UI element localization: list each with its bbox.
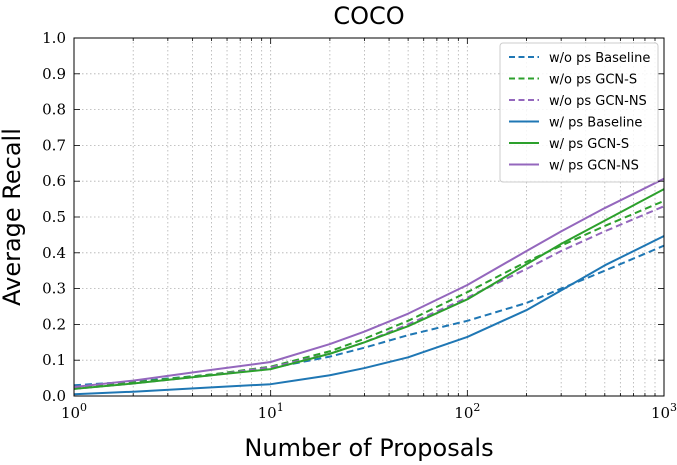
x-tick-label: 100 [61,401,87,422]
y-tick-label: 0.0 [42,387,66,405]
y-tick-label: 0.7 [42,136,66,154]
x-axis-label: Number of Proposals [244,434,493,462]
legend-label: w/o ps GCN-S [549,73,637,88]
legend-label: w/ ps GCN-NS [549,159,639,174]
y-tick-label: 0.5 [42,208,66,226]
y-tick-label: 0.6 [42,172,66,190]
series-line-w-o-ps-baseline [73,244,665,387]
x-tick-label: 101 [258,401,284,422]
y-axis-label: Average Recall [0,128,26,306]
legend: w/o ps Baseline w/o ps GCN-S w/o ps GCN-NS… [499,42,659,183]
axis-ticks [74,37,664,397]
y-tick-label: 0.3 [42,280,66,298]
series-line-w-o-ps-gcn-ns [73,205,665,390]
series-line-w-ps-gcn-ns [73,177,665,389]
y-tick-label: 0.9 [42,65,66,83]
legend-label: w/ ps Baseline [549,116,642,131]
legend-label: w/o ps Baseline [549,51,650,66]
axis-tick-labels: 0.0 0.1 0.2 0.3 0.4 0.5 0.6 0.7 0.8 0.9 1.0 100 101 1… [42,29,677,422]
y-tick-label: 0.2 [42,315,66,333]
legend-box [499,42,659,183]
legend-label: w/o ps GCN-NS [549,94,647,109]
y-tick-label: 0.8 [42,101,66,119]
x-tick-label: 102 [454,401,480,422]
legend-label: w/ ps GCN-S [549,137,629,152]
x-tick-label: 103 [651,401,677,422]
series-line-w-o-ps-gcn-s [73,199,665,389]
chart-title: COCO [333,2,404,30]
y-tick-label: 0.1 [42,351,66,369]
y-tick-label: 1.0 [42,29,66,47]
series-line-w-ps-gcn-s [73,188,665,390]
y-tick-label: 0.4 [42,244,66,262]
series-lines [73,177,665,396]
series-line-w-ps-baseline [73,235,665,396]
